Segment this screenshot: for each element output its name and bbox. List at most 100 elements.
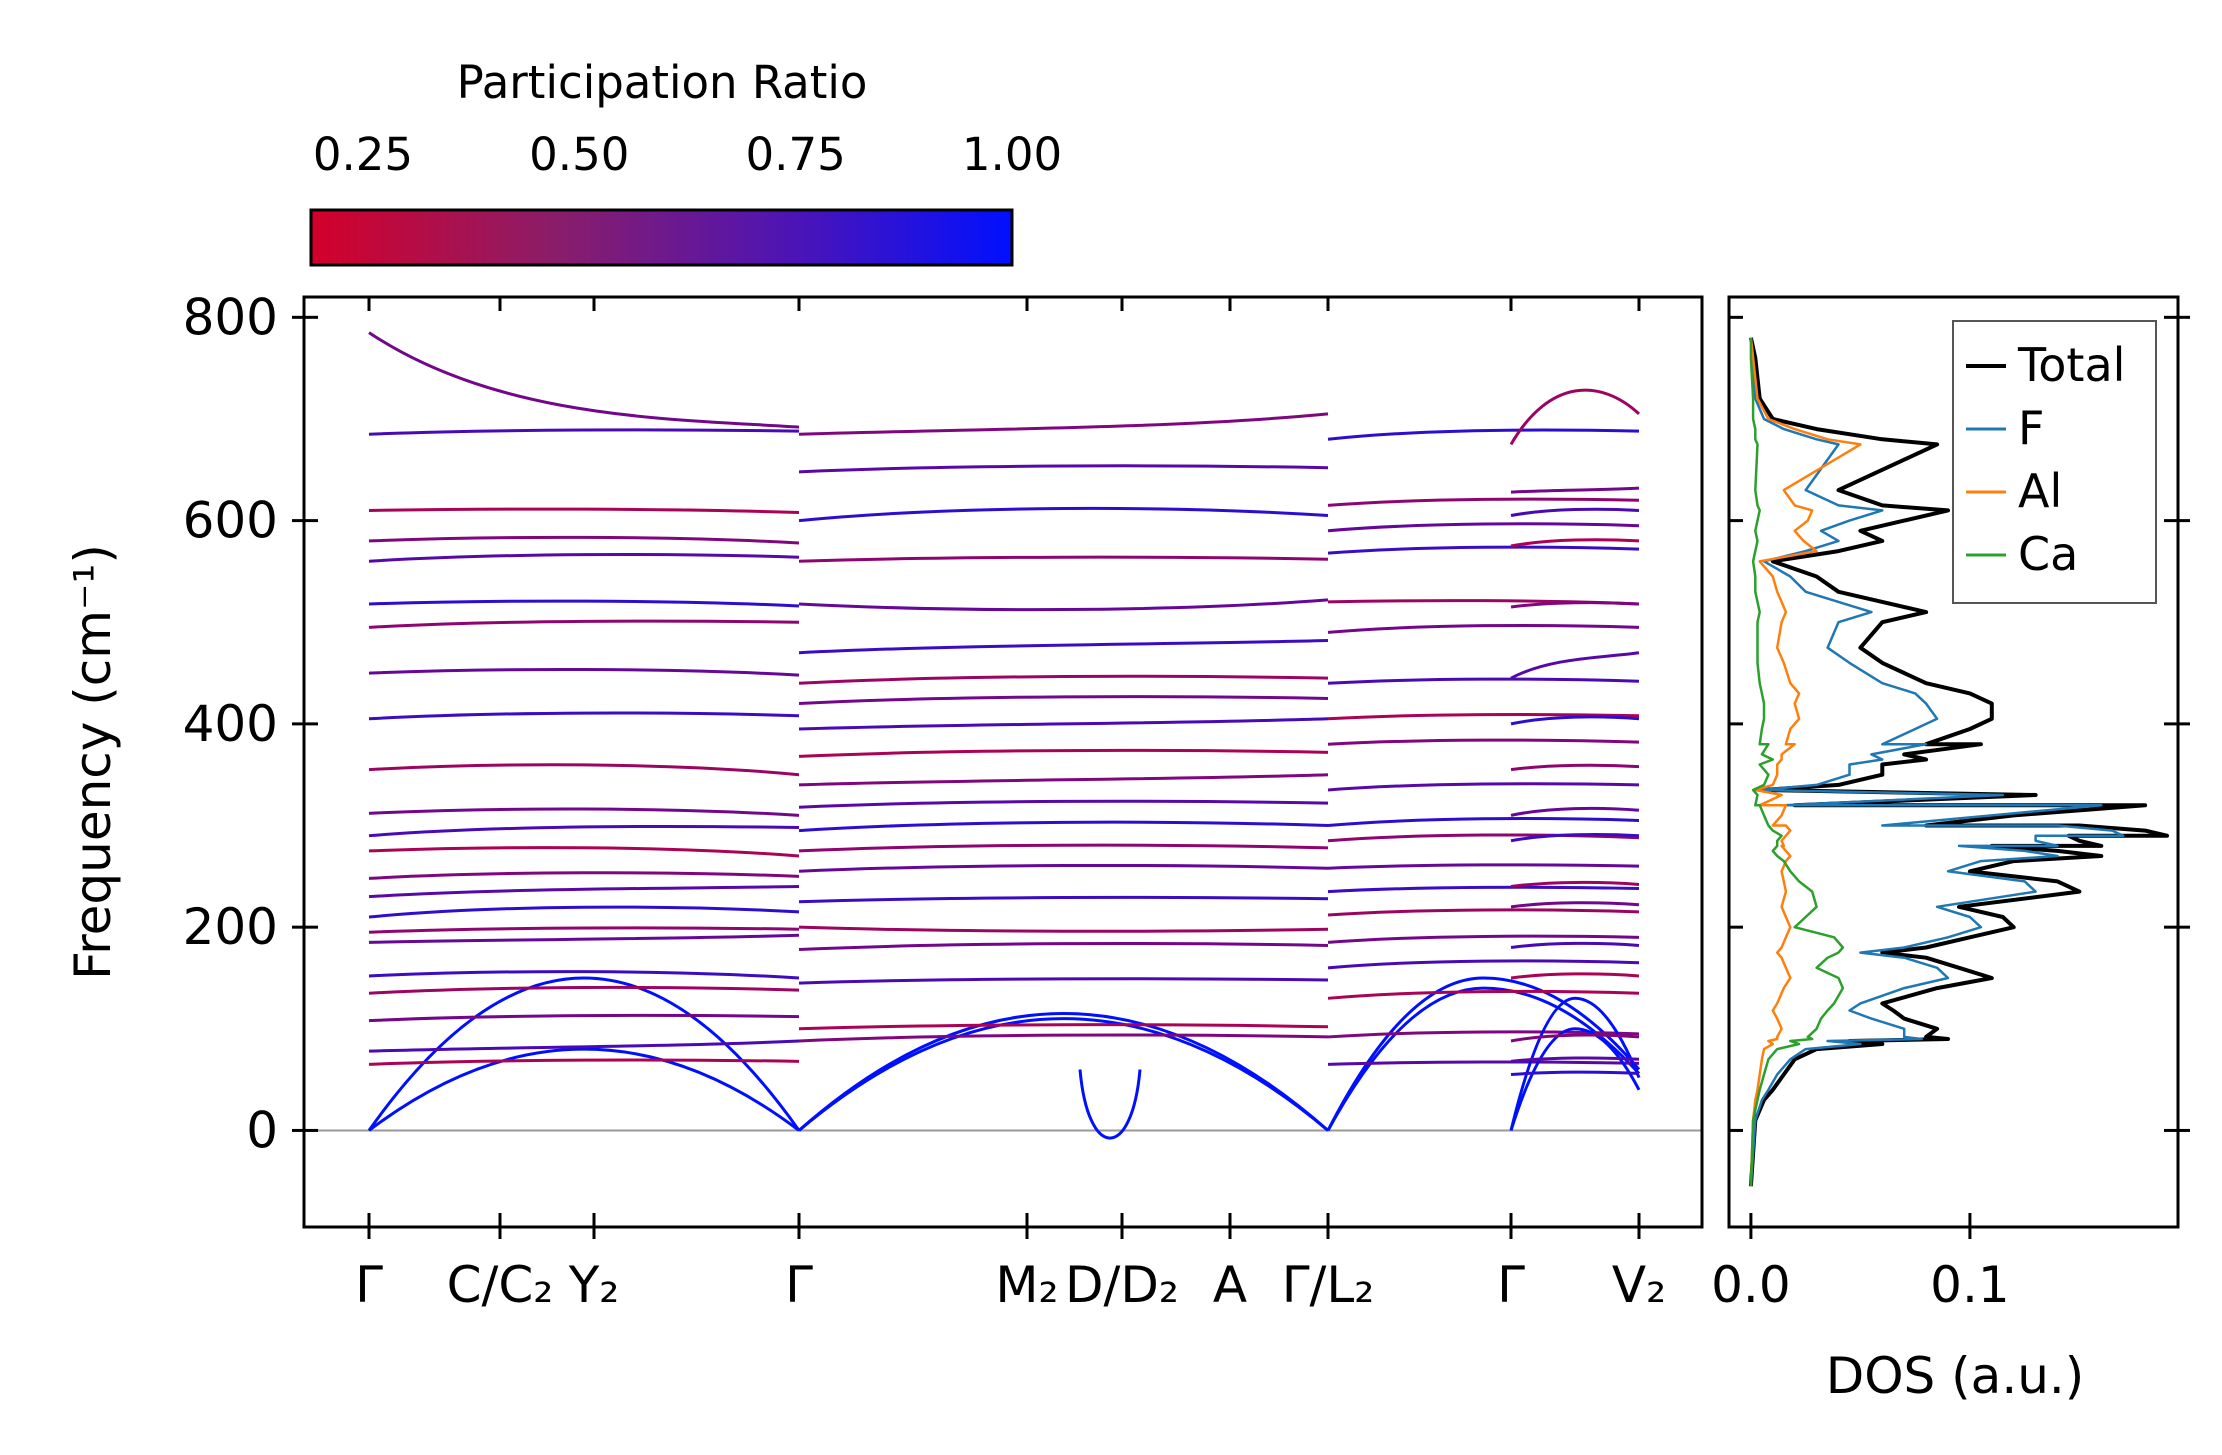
phonon-band xyxy=(798,464,1329,474)
acoustic-band xyxy=(798,1017,1329,1132)
phonon-band xyxy=(798,674,1329,685)
acoustic-band xyxy=(1509,996,1641,1131)
phonon-band xyxy=(368,1039,800,1053)
colorbar-tick-label: 0.25 xyxy=(313,128,413,181)
phonon-band xyxy=(798,773,1329,787)
dos-x-tick-label: 0.0 xyxy=(1711,1256,1791,1314)
phonon-band xyxy=(1327,782,1640,792)
phonon-band xyxy=(798,799,1329,809)
colorbar-tick-label: 1.00 xyxy=(962,128,1062,181)
phonon-band xyxy=(1510,651,1640,680)
phonon-band xyxy=(1509,388,1641,446)
phonon-band xyxy=(1327,833,1640,843)
phonon-band xyxy=(1510,1056,1640,1063)
phonon-band xyxy=(1327,959,1640,970)
band-structure-panel: 0 200 400 600 800 Γ C/C₂ Y₂ Γ M₂ D/D₂ A Γ/L₂ Γ V₂ Fre… xyxy=(64,288,1704,1314)
dos-series-ca xyxy=(1749,337,1845,1187)
x-tick-label: C/C₂ xyxy=(447,1256,554,1314)
phonon-band xyxy=(798,639,1329,655)
phonon-band xyxy=(1327,545,1640,555)
phonon-band xyxy=(798,506,1329,523)
phonon-band xyxy=(1510,972,1640,980)
dos-series-total xyxy=(1748,337,2169,1187)
phonon-band xyxy=(1327,738,1640,746)
phonon-band xyxy=(1327,623,1640,634)
phonon-band xyxy=(368,535,800,545)
phonon-band xyxy=(1327,989,1640,1000)
x-tick-label: M₂ xyxy=(995,1256,1058,1314)
acoustic-band xyxy=(368,1047,800,1132)
phonon-band xyxy=(368,885,800,899)
phonon-band xyxy=(368,667,800,677)
phonon-band xyxy=(1327,934,1640,944)
phonon-band xyxy=(1327,712,1640,721)
phonon-band xyxy=(368,428,800,436)
dos-legend: Total F Al Ca xyxy=(1952,320,2157,604)
phonon-band xyxy=(1327,428,1640,441)
phonon-band xyxy=(1327,863,1640,870)
colorbar-tick-label: 0.75 xyxy=(746,128,846,181)
phonon-band xyxy=(798,695,1329,706)
phonon-band xyxy=(798,863,1329,873)
phonon-band xyxy=(1510,507,1640,517)
colorbar: Participation Ratio 0.25 0.50 0.75 1.00 xyxy=(309,56,1062,267)
phonon-band xyxy=(368,807,800,817)
x-tick-label: Γ xyxy=(1497,1256,1525,1314)
phonon-band xyxy=(1510,880,1640,888)
phonon-band xyxy=(798,942,1329,952)
phonon-band xyxy=(368,846,800,858)
phonon-band xyxy=(1510,486,1640,494)
phonon-band xyxy=(368,331,800,429)
y-tick-label: 400 xyxy=(183,695,278,753)
dos-panel: 0.0 0.1 DOS (a.u.) Total F Al Ca xyxy=(1711,295,2190,1405)
legend-label-total: Total xyxy=(2017,338,2125,392)
phonon-band xyxy=(798,977,1329,985)
phonon-band xyxy=(368,763,800,777)
phonon-band xyxy=(798,555,1329,563)
phonon-band xyxy=(798,748,1329,758)
colorbar-gradient xyxy=(309,208,1014,267)
acoustic-band xyxy=(367,976,801,1132)
x-tick-label: Γ xyxy=(785,1256,813,1314)
legend-label-al: Al xyxy=(2018,464,2062,518)
phonon-band xyxy=(1327,908,1640,917)
phonon-band xyxy=(798,820,1329,833)
phonon-band xyxy=(798,412,1329,436)
acoustic-band xyxy=(1326,976,1641,1132)
phonon-band xyxy=(368,507,800,514)
phonon-band xyxy=(1510,601,1640,609)
band-axes-frame xyxy=(302,295,1704,1229)
phonon-band xyxy=(1510,538,1640,548)
phonon-band xyxy=(368,619,800,629)
phonon-band xyxy=(368,871,800,880)
dos-series-al xyxy=(1749,337,1862,1187)
phonon-band xyxy=(798,925,1329,933)
dos-x-tick-label: 0.1 xyxy=(1930,1256,2010,1314)
phonon-band xyxy=(798,598,1329,612)
legend-label-ca: Ca xyxy=(2018,527,2078,581)
y-tick-label: 800 xyxy=(183,288,278,346)
phonon-band xyxy=(368,1058,800,1066)
phonon-band xyxy=(1327,817,1640,828)
phonon-band xyxy=(1510,833,1640,843)
phonon-band xyxy=(1327,1030,1640,1039)
phonon-band xyxy=(368,599,800,608)
phonon-band xyxy=(1327,885,1640,894)
phonon-band xyxy=(368,1013,800,1023)
colorbar-label: Participation Ratio xyxy=(457,56,868,109)
phonon-band xyxy=(368,711,800,721)
legend-label-f: F xyxy=(2018,401,2044,455)
y-tick-label: 0 xyxy=(246,1101,278,1159)
x-tick-label: Γ/L₂ xyxy=(1282,1256,1375,1314)
y-axis-label: Frequency (cm⁻¹) xyxy=(64,544,122,980)
phonon-band xyxy=(1327,1060,1640,1066)
x-tick-label: A xyxy=(1213,1256,1247,1314)
acoustic-band xyxy=(1509,1027,1641,1131)
dos-series-f xyxy=(1749,337,2125,1187)
phonon-band xyxy=(368,926,800,934)
y-tick-label: 600 xyxy=(183,492,278,550)
x-tick-label: V₂ xyxy=(1612,1256,1666,1314)
phonon-band xyxy=(1327,677,1640,685)
phonon-band xyxy=(1510,901,1640,909)
